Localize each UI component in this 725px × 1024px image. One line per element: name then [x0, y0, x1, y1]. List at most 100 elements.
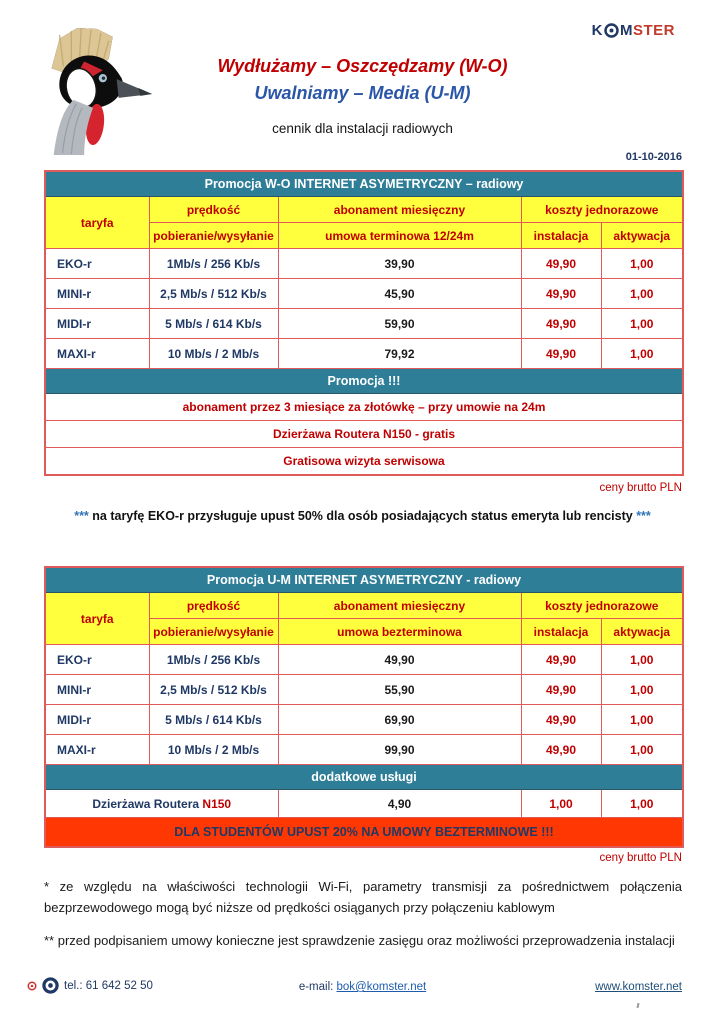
header-taryfa: taryfa	[44, 592, 150, 645]
table-cell: EKO-r	[44, 644, 150, 675]
tariff-row: EKO-r 1Mb/s / 256 Kb/s 49,90 49,90 1,00	[44, 644, 684, 675]
table-cell: 1,00	[600, 789, 684, 818]
table-cell: EKO-r	[44, 248, 150, 279]
brand-letter-m: M	[619, 22, 633, 39]
table-cell: 10 Mb/s / 2 Mb/s	[148, 734, 279, 765]
table-cell: 79,92	[277, 338, 522, 369]
table-cell: 1,00	[600, 338, 684, 369]
brand-letters-ster: STER	[632, 22, 675, 39]
header-abonament: abonament miesięczny	[277, 196, 522, 223]
header-abonament-sub: umowa bezterminowa	[277, 618, 522, 645]
table-cell: 49,90	[520, 248, 602, 279]
table-cell: 39,90	[277, 248, 522, 279]
table-title-row: Promocja U-M INTERNET ASYMETRYCZNY - rad…	[44, 566, 684, 593]
table-cell: 49,90	[520, 308, 602, 339]
promo-title: Promocja !!!	[44, 368, 684, 394]
table-cell: 49,90	[520, 734, 602, 765]
header-predkosc: prędkość	[148, 196, 279, 223]
table-cell: 45,90	[277, 278, 522, 309]
students-discount-banner: DLA STUDENTÓW UPUST 20% NA UMOWY BEZTERM…	[44, 817, 684, 848]
tariff-row: MAXI-r 10 Mb/s / 2 Mb/s 79,92 49,90 1,00	[44, 338, 684, 369]
table-cell: 1,00	[600, 308, 684, 339]
page-title-um: Uwalniamy – Media (U-M)	[254, 83, 471, 103]
table-cell: 1,00	[520, 789, 602, 818]
promo-text: abonament przez 3 miesiące za złotówkę –…	[44, 393, 684, 421]
page-subtitle: cennik dla instalacji radiowych	[272, 121, 453, 136]
scan-artifact-mark	[636, 1002, 640, 1009]
header-aktywacja: aktywacja	[600, 618, 684, 645]
promo-title-row: Promocja !!!	[44, 368, 684, 394]
table-cell: 49,90	[520, 644, 602, 675]
header-aktywacja: aktywacja	[600, 222, 684, 249]
header-instalacja: instalacja	[520, 222, 602, 249]
table-cell: 2,5 Mb/s / 512 Kb/s	[148, 674, 279, 705]
service-name-highlight: N150	[202, 796, 232, 811]
table-cell: 59,90	[277, 308, 522, 339]
header-instalacja: instalacja	[520, 618, 602, 645]
header-row: taryfa prędkość abonament miesięczny kos…	[44, 196, 684, 249]
table-cell: MINI-r	[44, 674, 150, 705]
table-cell: MIDI-r	[44, 704, 150, 735]
footer-website: www.komster.net	[595, 981, 682, 993]
table-cell: 99,90	[277, 734, 522, 765]
page-title-wo: Wydłużamy – Oszczędzamy (W-O)	[217, 56, 508, 76]
tariff-row: MAXI-r 10 Mb/s / 2 Mb/s 99,90 49,90 1,00	[44, 734, 684, 765]
crowned-crane-logo-icon	[51, 27, 153, 155]
target-icon	[604, 23, 619, 38]
promo-row: Gratisowa wizyta serwisowa	[44, 447, 684, 476]
tariff-row: MIDI-r 5 Mb/s / 614 Kb/s 69,90 49,90 1,00	[44, 704, 684, 735]
header-predkosc: prędkość	[148, 592, 279, 619]
table-cell: 1,00	[600, 704, 684, 735]
service-name-text: Dzierżawa Routera	[92, 796, 203, 811]
service-row: Dzierżawa Routera N150 4,90 1,00 1,00	[44, 789, 684, 818]
table-cell: 1,00	[600, 644, 684, 675]
header-koszty: koszty jednorazowe	[520, 592, 684, 619]
table-cell: 2,5 Mb/s / 512 Kb/s	[148, 278, 279, 309]
pricing-table-wo: Promocja W-O INTERNET ASYMETRYCZNY – rad…	[44, 170, 685, 476]
table-cell: 1,00	[600, 674, 684, 705]
pensioner-discount-note: *** na taryfę EKO-r przysługuje upust 50…	[0, 509, 725, 523]
phone-number: tel.: 61 642 52 50	[64, 979, 153, 992]
table-cell: 69,90	[277, 704, 522, 735]
services-title-row: dodatkowe usługi	[44, 764, 684, 790]
table-cell: MIDI-r	[44, 308, 150, 339]
header-row: pobieranie/wysyłanie umowa terminowa 12/…	[45, 222, 684, 249]
website-link[interactable]: www.komster.net	[595, 981, 682, 993]
document-date: 01-10-2016	[625, 151, 682, 163]
header-taryfa: taryfa	[44, 196, 150, 249]
stars-right: ***	[636, 509, 651, 523]
table-cell: 55,90	[277, 674, 522, 705]
table-cell: 49,90	[520, 674, 602, 705]
stars-left: ***	[74, 509, 89, 523]
table-cell: 1Mb/s / 256 Kb/s	[148, 248, 279, 279]
table-cell: 49,90	[520, 704, 602, 735]
header-abonament: abonament miesięczny	[277, 592, 522, 619]
table-cell: 1,00	[600, 278, 684, 309]
services-title: dodatkowe usługi	[44, 764, 684, 790]
tariff-row: MIDI-r 5 Mb/s / 614 Kb/s 59,90 49,90 1,00	[44, 308, 684, 339]
table-cell: MAXI-r	[44, 338, 150, 369]
header-row: taryfa prędkość abonament miesięczny kos…	[44, 592, 684, 645]
tariff-row: EKO-r 1Mb/s / 256 Kb/s 39,90 49,90 1,00	[44, 248, 684, 279]
komster-logo: K M STER	[592, 22, 675, 39]
table-title: Promocja W-O INTERNET ASYMETRYCZNY – rad…	[44, 170, 684, 197]
table-cell: 49,90	[520, 338, 602, 369]
prices-gross-note: ceny brutto PLN	[599, 852, 682, 864]
table-cell: 4,90	[277, 789, 522, 818]
pricing-table-um: Promocja U-M INTERNET ASYMETRYCZNY - rad…	[44, 566, 684, 848]
email-link[interactable]: bok@komster.net	[336, 981, 427, 993]
table-cell: 1,00	[600, 248, 684, 279]
tariff-row: MINI-r 2,5 Mb/s / 512 Kb/s 55,90 49,90 1,00	[44, 674, 684, 705]
table-title-row: Promocja W-O INTERNET ASYMETRYCZNY – rad…	[44, 170, 684, 197]
table-cell: 5 Mb/s / 614 Kb/s	[148, 704, 279, 735]
header-koszty: koszty jednorazowe	[520, 196, 684, 223]
target-icon-red	[27, 981, 37, 990]
table-title: Promocja U-M INTERNET ASYMETRYCZNY - rad…	[44, 566, 684, 593]
header-predkosc-sub: pobieranie/wysyłanie	[148, 222, 279, 249]
table-cell: 49,90	[277, 644, 522, 675]
banner-text: DLA STUDENTÓW UPUST 20% NA UMOWY BEZTERM…	[44, 817, 684, 848]
footer-phone: tel.: 61 642 52 50	[27, 977, 153, 994]
promo-row: Dzierżawa Routera N150 - gratis	[44, 420, 684, 448]
tariff-row: MINI-r 2,5 Mb/s / 512 Kb/s 45,90 49,90 1,00	[44, 278, 684, 309]
